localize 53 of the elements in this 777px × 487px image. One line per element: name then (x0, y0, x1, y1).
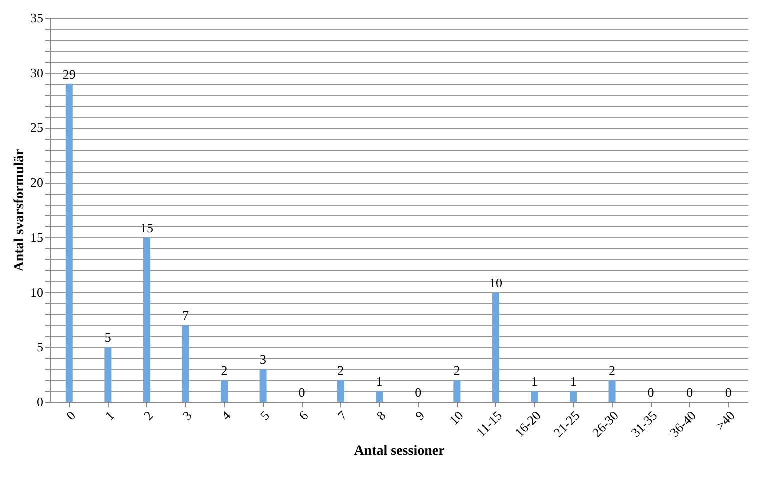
data-label: 2 (454, 363, 460, 378)
x-tick-label: >40 (712, 408, 738, 434)
bar (182, 325, 190, 402)
x-tick-label: 3 (180, 408, 195, 424)
data-label: 7 (182, 308, 190, 324)
bar (221, 380, 228, 402)
data-label: 10 (489, 275, 502, 290)
bar (143, 237, 150, 402)
y-tick-label: 20 (30, 175, 44, 190)
bar (531, 391, 538, 402)
y-tick-label: 0 (37, 394, 44, 410)
y-axis-title: Antal svarsformulär (12, 149, 28, 272)
x-tick-label: 10 (446, 408, 466, 428)
data-label: 0 (725, 385, 732, 400)
data-label: 3 (260, 352, 267, 368)
data-label: 29 (62, 66, 76, 82)
y-tick-label: 30 (30, 65, 44, 80)
data-label: 5 (104, 330, 112, 346)
bar (570, 391, 577, 402)
data-label: 2 (221, 363, 228, 378)
y-tick-label: 35 (30, 10, 44, 26)
x-tick-label: 8 (374, 408, 389, 424)
data-label: 15 (140, 220, 154, 236)
bar (66, 84, 73, 402)
bar (492, 292, 500, 402)
bar (376, 391, 384, 402)
x-tick-label: 7 (334, 408, 350, 424)
data-label: 1 (570, 374, 577, 390)
x-tick-label: 5 (257, 408, 272, 424)
data-label: 0 (415, 385, 422, 400)
data-label: 0 (298, 385, 306, 400)
data-label: 0 (686, 385, 694, 400)
data-label: 1 (376, 374, 383, 390)
y-tick-label: 5 (37, 340, 44, 355)
x-tick-label: 2 (140, 408, 156, 424)
x-tick-label: 9 (412, 408, 428, 424)
bar (608, 380, 616, 402)
y-tick-label: 10 (30, 284, 44, 300)
data-label: 2 (609, 363, 616, 378)
bar (104, 347, 112, 402)
x-tick-label: 1 (102, 408, 118, 424)
x-axis-title: Antal sessioner (354, 444, 445, 460)
x-tick-label: 6 (296, 408, 312, 424)
bar (337, 380, 344, 402)
data-label: 0 (648, 385, 654, 400)
x-tick-label: 0 (63, 408, 79, 424)
data-label: 2 (338, 363, 344, 378)
y-tick-label: 15 (30, 230, 44, 245)
y-tick-label: 25 (30, 120, 44, 136)
bar (260, 369, 267, 402)
data-label: 1 (531, 374, 538, 390)
x-tick-label: 4 (218, 408, 234, 424)
bar (454, 380, 461, 402)
